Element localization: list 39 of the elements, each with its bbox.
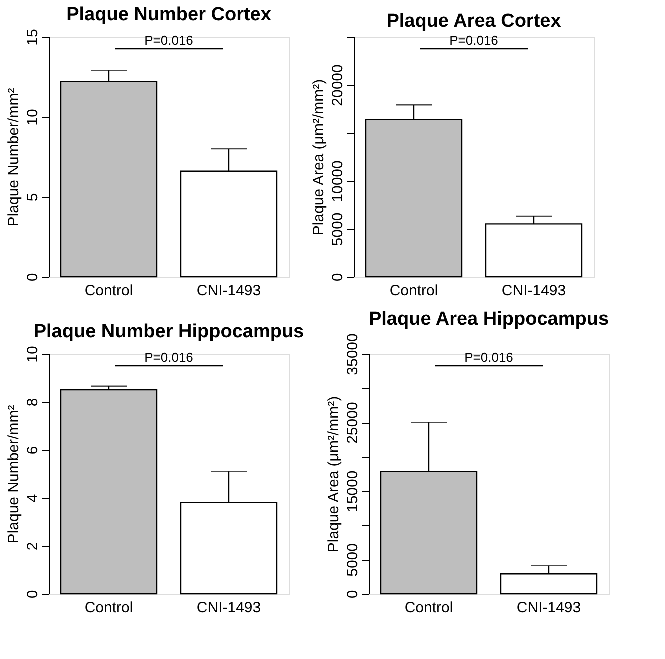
x-tick-label: Control — [390, 282, 438, 300]
y-tick-label: 6 — [24, 446, 42, 455]
y-tick-label: 15000 — [344, 470, 362, 512]
y-tick-label: 5 — [24, 193, 42, 202]
x-tick-label: Control — [84, 600, 134, 616]
chart-title: Plaque Number Hippocampus — [34, 322, 304, 343]
y-tick-label: 0 — [24, 273, 42, 282]
y-tick-label: 5000 — [344, 544, 362, 577]
y-tick-label: 0 — [24, 590, 42, 599]
x-tick-label: Control — [404, 600, 454, 616]
y-tick-label: 4 — [24, 494, 42, 503]
x-tick-label: CNI-1493 — [196, 282, 262, 300]
y-axis-title: Plaque Number/mm² — [6, 405, 22, 544]
y-tick-label: 0 — [330, 273, 346, 282]
y-axis-title: Plaque Area (μm²/mm²) — [326, 396, 342, 553]
y-tick-label: 10 — [24, 109, 42, 126]
y-axis-title: Plaque Number/mm² — [6, 88, 22, 227]
annotation: P=0.016 — [144, 350, 194, 365]
y-tick-label: 10000 — [330, 160, 346, 202]
x-tick-label: Control — [84, 282, 134, 300]
y-axis-title: Plaque Area (μm²/mm²) — [310, 79, 328, 236]
chart-title: Plaque Area Hippocampus — [368, 309, 610, 330]
y-tick-label: 15 — [24, 29, 42, 46]
x-tick-label: CNI-1493 — [516, 600, 582, 616]
y-tick-label: 5000 — [330, 212, 346, 246]
chart-title: Plaque Area Cortex — [386, 11, 562, 32]
x-tick-label: CNI-1493 — [196, 600, 262, 616]
y-tick-label: 2 — [24, 542, 42, 551]
y-tick-label: 35000 — [344, 334, 362, 376]
annotation: P=0.016 — [450, 33, 498, 48]
annotation: P=0.016 — [464, 350, 514, 365]
y-tick-label: 10 — [24, 346, 42, 363]
y-tick-label: 8 — [24, 398, 42, 407]
x-tick-label: CNI-1493 — [502, 282, 566, 300]
y-tick-label: 0 — [344, 590, 362, 599]
y-tick-label: 20000 — [330, 64, 346, 106]
y-tick-label: 25000 — [344, 402, 362, 444]
chart-title: Plaque Number Cortex — [66, 4, 272, 26]
annotation: P=0.016 — [144, 33, 194, 48]
